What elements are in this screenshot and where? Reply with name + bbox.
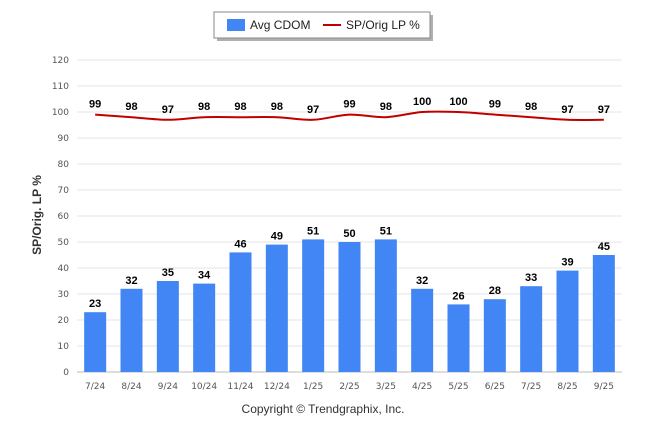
line-data-labels: 99 98 97 98 98 98 97 99 98 100 100 99 98 97 97: [89, 96, 610, 116]
x-tick-label: 2/25: [339, 382, 359, 392]
bar-data-labels: 23 32 35 34 46 49 51 50 51 32 26 28 33 39 45: [89, 225, 610, 310]
bar-value-label: 32: [125, 275, 137, 287]
bar-value-label: 23: [89, 298, 101, 310]
line-value-label: 97: [598, 104, 610, 116]
bar-9-24[interactable]: [156, 281, 179, 372]
bar-value-label: 45: [598, 241, 610, 253]
x-tick-label: 6/25: [485, 382, 505, 392]
bar-10-24[interactable]: [193, 283, 216, 372]
bar-value-label: 28: [489, 285, 501, 297]
x-tick-label: 9/24: [158, 382, 178, 392]
bar-5-25[interactable]: [447, 304, 470, 372]
y-tick-label-30: 30: [58, 290, 70, 300]
bar-value-label: 32: [416, 275, 428, 287]
y-tick-label-100: 100: [52, 108, 69, 118]
line-value-label: 97: [162, 104, 174, 116]
x-tick-label: 1/25: [303, 382, 323, 392]
bar-series: [84, 239, 615, 372]
line-series: [95, 110, 604, 121]
bar-7-24[interactable]: [84, 312, 107, 372]
bar-12-24[interactable]: [265, 244, 288, 372]
legend-box: [213, 11, 431, 39]
y-tick-label-120: 120: [52, 56, 69, 66]
line-value-label: 100: [449, 96, 467, 108]
bar-value-label: 49: [271, 231, 283, 243]
bar-value-label: 51: [380, 225, 392, 237]
y-axis-ticks: 0 10 20 30 40 50 60 70 80 90 100 110 120: [52, 56, 69, 378]
y-tick-label-80: 80: [58, 160, 70, 170]
legend[interactable]: Avg CDOM SP/Orig LP %: [213, 11, 433, 41]
x-tick-label: 9/25: [594, 382, 614, 392]
bar-value-label: 46: [234, 238, 246, 250]
x-tick-label: 12/24: [264, 382, 290, 392]
line-value-label: 98: [125, 101, 137, 113]
line-value-label: 99: [343, 99, 355, 111]
legend-swatch-avg-cdom: [227, 19, 245, 31]
y-axis-title: SP/Orig. LP %: [30, 175, 44, 255]
bar-8-25[interactable]: [556, 270, 579, 372]
bar-2-25[interactable]: [338, 242, 361, 372]
y-tick-label-70: 70: [58, 186, 70, 196]
line-value-label: 100: [413, 96, 431, 108]
line-value-label: 98: [271, 101, 283, 113]
sp-orig-lp-line[interactable]: [95, 110, 604, 121]
y-tick-label-50: 50: [58, 238, 70, 248]
bar-4-25[interactable]: [411, 288, 434, 372]
bar-6-25[interactable]: [483, 299, 506, 372]
bar-7-25[interactable]: [520, 286, 543, 372]
bar-1-25[interactable]: [302, 239, 325, 372]
x-tick-label: 5/25: [448, 382, 468, 392]
y-tick-label-0: 0: [63, 368, 69, 378]
bar-value-label: 50: [343, 228, 355, 240]
y-tick-label-60: 60: [58, 212, 70, 222]
legend-label-avg-cdom[interactable]: Avg CDOM: [250, 18, 310, 32]
bar-3-25[interactable]: [374, 239, 397, 372]
x-tick-label: 10/24: [191, 382, 217, 392]
legend-label-sp-orig[interactable]: SP/Orig LP %: [346, 18, 420, 32]
x-tick-label: 4/25: [412, 382, 432, 392]
x-tick-label: 11/24: [228, 382, 254, 392]
y-tick-label-10: 10: [58, 342, 70, 352]
bar-value-label: 26: [452, 290, 464, 302]
line-value-label: 97: [307, 104, 319, 116]
line-value-label: 99: [89, 99, 101, 111]
bar-value-label: 51: [307, 225, 319, 237]
x-axis-ticks: 7/24 8/24 9/24 10/24 11/24 12/24 1/25 2/25 3/25 4…: [85, 382, 614, 392]
y-tick-label-90: 90: [58, 134, 70, 144]
x-tick-label: 8/25: [557, 382, 577, 392]
bar-8-24[interactable]: [120, 288, 143, 372]
x-tick-label: 7/24: [85, 382, 105, 392]
x-tick-label: 8/24: [121, 382, 141, 392]
x-tick-label: 3/25: [376, 382, 396, 392]
bar-9-25[interactable]: [592, 255, 615, 372]
bar-value-label: 39: [561, 257, 573, 269]
y-tick-label-40: 40: [58, 264, 70, 274]
bar-value-label: 35: [162, 267, 174, 279]
bar-value-label: 33: [525, 272, 537, 284]
y-tick-label-110: 110: [52, 82, 69, 92]
x-tick-label: 7/25: [521, 382, 541, 392]
y-tick-label-20: 20: [58, 316, 70, 326]
bar-value-label: 34: [198, 270, 211, 282]
line-value-label: 98: [198, 101, 210, 113]
line-value-label: 99: [489, 99, 501, 111]
bar-11-24[interactable]: [229, 252, 252, 372]
line-value-label: 98: [380, 101, 392, 113]
line-value-label: 98: [234, 101, 246, 113]
line-value-label: 97: [561, 104, 573, 116]
copyright-text: Copyright © Trendgraphix, Inc.: [241, 402, 405, 416]
line-value-label: 98: [525, 101, 537, 113]
